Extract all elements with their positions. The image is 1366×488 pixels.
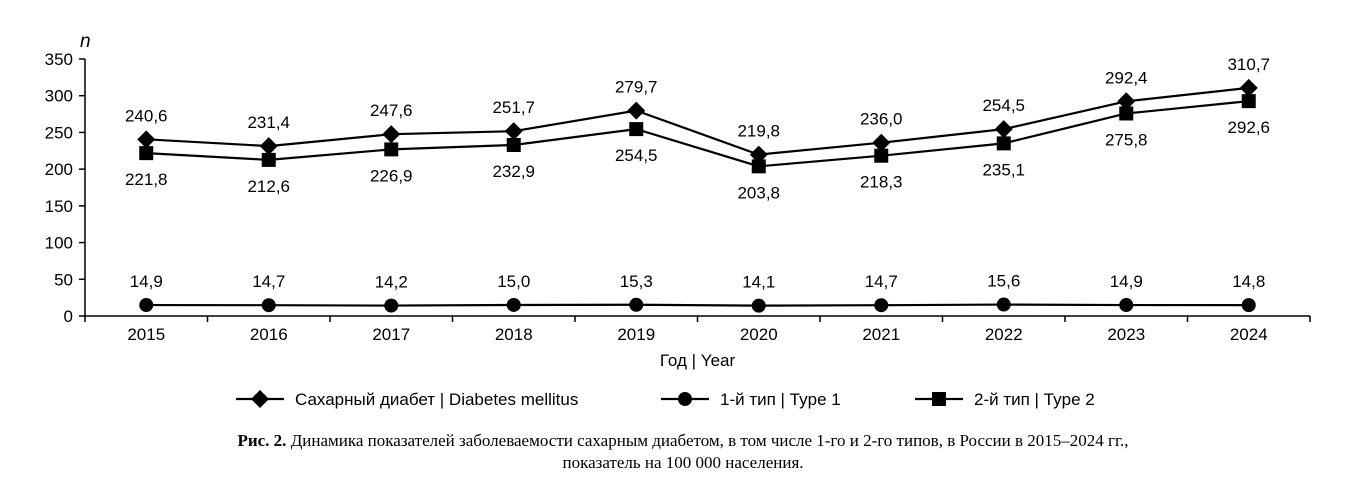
y-tick-label: 150 — [45, 197, 73, 216]
data-point — [261, 298, 276, 313]
x-tick-label: 2016 — [250, 325, 288, 344]
y-tick-label: 350 — [45, 50, 73, 69]
data-label: 203,8 — [737, 183, 780, 202]
data-point — [874, 298, 889, 313]
series-line — [146, 303, 1249, 307]
data-label: 218,3 — [860, 173, 903, 192]
axes: 0 50 100 150 200 250 300 350 n 2015 2016 2017 2018 20… — [45, 31, 1311, 370]
data-point — [994, 120, 1013, 139]
series-layer — [137, 78, 1258, 313]
data-label: 14,8 — [1232, 272, 1265, 291]
y-axis-title: n — [80, 31, 91, 52]
caption-text-line2: показатель на 100 000 населения. — [562, 453, 804, 472]
x-tick-label: 2018 — [495, 325, 533, 344]
data-point — [1241, 298, 1256, 313]
x-tick-label: 2017 — [372, 325, 410, 344]
legend: Сахарный диабет | Diabetes mellitus 1-й т… — [236, 390, 1095, 409]
data-point — [627, 101, 646, 120]
y-tick-label: 200 — [45, 160, 73, 179]
data-point — [1241, 94, 1256, 109]
x-tick-label: 2023 — [1107, 325, 1145, 344]
data-point — [1119, 298, 1134, 313]
data-label: 292,4 — [1105, 68, 1148, 87]
data-label: 14,1 — [742, 273, 775, 292]
legend-marker — [932, 392, 946, 406]
legend-label: 2-й тип | Type 2 — [974, 390, 1095, 409]
data-point — [996, 136, 1011, 151]
legend-marker — [678, 392, 692, 406]
data-label: 226,9 — [370, 166, 413, 185]
data-label: 254,5 — [982, 96, 1025, 115]
data-label: 232,9 — [492, 162, 535, 181]
y-tick-label: 50 — [54, 270, 73, 289]
data-label: 15,3 — [620, 272, 653, 291]
data-point — [139, 298, 154, 313]
data-label: 15,0 — [497, 272, 530, 291]
series-line — [146, 100, 1249, 168]
data-point — [1119, 106, 1134, 121]
data-label: 212,6 — [247, 177, 290, 196]
data-point — [629, 122, 644, 137]
caption-figure-number: Рис. 2. — [237, 431, 287, 450]
data-label: 235,1 — [982, 160, 1025, 179]
x-tick-label: 2024 — [1230, 325, 1268, 344]
data-point — [506, 297, 521, 312]
y-tick-label: 300 — [45, 87, 73, 106]
data-point — [874, 148, 889, 163]
data-label: 219,8 — [737, 122, 780, 141]
data-point — [137, 130, 156, 149]
data-point — [1117, 92, 1136, 111]
data-labels: 240,6 231,4 247,6 251,7 279,7 219,8 236,0 254,5… — [125, 55, 1270, 292]
x-tick-label: 2020 — [740, 325, 778, 344]
data-label: 292,6 — [1227, 118, 1270, 137]
y-tick-label: 0 — [64, 307, 73, 326]
data-label: 14,2 — [375, 273, 408, 292]
x-tick-label: 2019 — [617, 325, 655, 344]
data-point — [261, 152, 276, 167]
data-point — [751, 298, 766, 313]
data-point — [996, 297, 1011, 312]
chart: 0 50 100 150 200 250 300 350 n 2015 2016 2017 2018 20… — [45, 31, 1311, 409]
legend-label: 1-й тип | Type 1 — [720, 390, 841, 409]
data-label: 231,4 — [247, 113, 290, 132]
figure-caption: Рис. 2. Динамика показателей заболеваемо… — [0, 430, 1366, 474]
data-label: 251,7 — [492, 98, 535, 117]
data-label: 221,8 — [125, 170, 168, 189]
caption-text: Динамика показателей заболеваемости саха… — [290, 431, 1129, 450]
data-label: 275,8 — [1105, 130, 1148, 149]
data-point — [749, 145, 768, 164]
data-point — [1239, 78, 1258, 97]
data-label: 14,9 — [1110, 272, 1143, 291]
data-label: 279,7 — [615, 78, 658, 97]
data-label: 240,6 — [125, 106, 168, 125]
data-label: 14,7 — [865, 272, 898, 291]
data-label: 310,7 — [1227, 55, 1270, 74]
data-point — [139, 146, 154, 161]
data-point — [504, 122, 523, 141]
data-point — [751, 159, 766, 174]
data-point — [384, 142, 399, 157]
data-point — [259, 137, 278, 156]
data-label: 247,6 — [370, 101, 413, 120]
x-axis-title: Год | Year — [660, 351, 736, 370]
data-label: 15,6 — [987, 272, 1020, 291]
data-point — [506, 137, 521, 152]
data-label: 236,0 — [860, 110, 903, 129]
data-label: 14,9 — [130, 272, 163, 291]
x-tick-label: 2021 — [862, 325, 900, 344]
legend-marker — [251, 390, 269, 408]
data-point — [384, 298, 399, 313]
legend-label: Сахарный диабет | Diabetes mellitus — [295, 390, 578, 409]
data-label: 254,5 — [615, 146, 658, 165]
data-label: 14,7 — [252, 272, 285, 291]
data-point — [382, 125, 401, 144]
series-line — [146, 86, 1249, 156]
data-point — [872, 133, 891, 152]
data-point — [629, 297, 644, 312]
x-tick-label: 2015 — [127, 325, 165, 344]
y-tick-label: 100 — [45, 234, 73, 253]
x-tick-label: 2022 — [985, 325, 1023, 344]
y-tick-label: 250 — [45, 123, 73, 142]
